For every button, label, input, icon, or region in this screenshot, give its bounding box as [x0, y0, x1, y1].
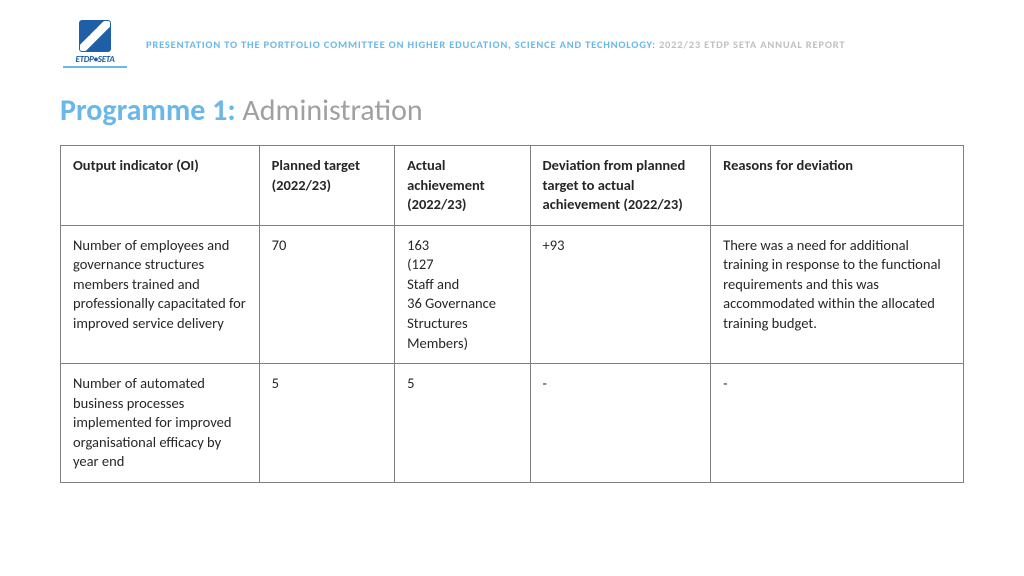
header-subtitle-highlight: PRESENTATION TO THE PORTFOLIO COMMITTEE … — [146, 38, 659, 51]
table-row: Number of employees and governance struc… — [61, 225, 964, 363]
logo-text: ETDP•SETA — [76, 54, 115, 65]
cell-reasons: - — [711, 364, 964, 483]
cell-actual: 163 (127 Staff and 36 Governance Structu… — [395, 225, 530, 363]
cell-reasons: There was a need for additional training… — [711, 225, 964, 363]
logo: ETDP•SETA — [60, 20, 130, 68]
cell-planned: 70 — [259, 225, 394, 363]
cell-oi: Number of employees and governance struc… — [61, 225, 260, 363]
title-programme: Programme 1: — [60, 92, 242, 129]
cell-deviation: - — [530, 364, 711, 483]
col-header-oi: Output indicator (OI) — [61, 146, 260, 226]
header-subtitle: PRESENTATION TO THE PORTFOLIO COMMITTEE … — [146, 38, 845, 51]
cell-deviation: +93 — [530, 225, 711, 363]
page-title: Programme 1: Administration — [60, 92, 964, 129]
table-row: Number of automated business processes i… — [61, 364, 964, 483]
col-header-deviation: Deviation from planned target to actual … — [530, 146, 711, 226]
table-header-row: Output indicator (OI) Planned target (20… — [61, 146, 964, 226]
indicators-table: Output indicator (OI) Planned target (20… — [60, 145, 964, 483]
col-header-actual: Actual achievement (2022/23) — [395, 146, 530, 226]
title-rest: Administration — [242, 92, 422, 129]
cell-oi: Number of automated business processes i… — [61, 364, 260, 483]
cell-actual: 5 — [395, 364, 530, 483]
logo-underline — [63, 66, 127, 68]
col-header-reasons: Reasons for deviation — [711, 146, 964, 226]
header-subtitle-rest: 2022/23 ETDP SETA ANNUAL REPORT — [659, 38, 845, 51]
cell-planned: 5 — [259, 364, 394, 483]
logo-icon — [79, 20, 111, 52]
col-header-planned: Planned target (2022/23) — [259, 146, 394, 226]
slide-header: ETDP•SETA PRESENTATION TO THE PORTFOLIO … — [60, 20, 964, 68]
